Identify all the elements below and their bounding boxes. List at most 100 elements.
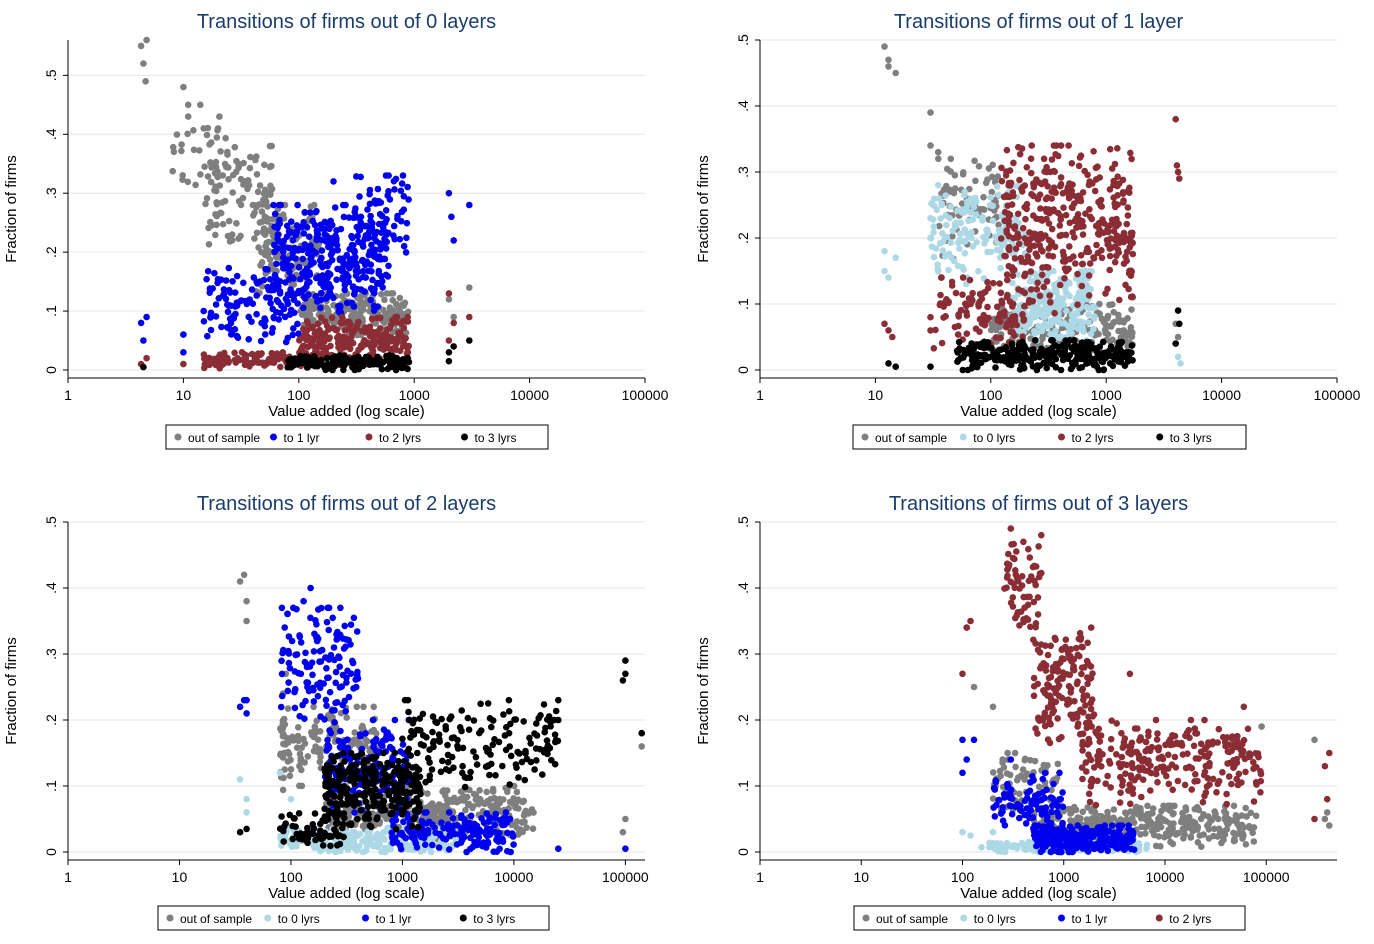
data-point [448,213,455,221]
data-point [892,254,899,262]
data-point [1035,783,1043,791]
data-point [227,331,235,338]
data-point [1118,338,1126,346]
data-point [464,801,472,809]
data-point [960,169,967,176]
data-point [382,245,390,252]
data-point [400,206,408,213]
data-point [350,307,358,315]
data-point [419,710,427,718]
data-point [350,259,357,267]
data-point [381,319,388,327]
data-point [1074,211,1082,218]
data-point [373,815,381,823]
data-point [386,324,394,332]
data-point [280,248,287,256]
legend-marker [959,433,967,441]
data-point [402,845,410,852]
data-point [169,143,177,151]
data-point [1113,252,1120,260]
data-point [179,176,186,183]
data-point [486,771,493,779]
data-point [401,299,409,307]
data-point [379,737,387,745]
data-point [934,261,941,269]
data-point [261,315,268,322]
data-point [1124,204,1132,211]
data-point [1102,290,1109,297]
data-point [363,258,371,266]
data-point [461,783,469,791]
data-point [1059,190,1067,197]
data-point [1050,142,1058,149]
data-point [317,304,324,312]
data-point [251,235,258,242]
data-point [213,199,220,206]
data-point [287,262,295,270]
data-point [622,670,629,678]
data-point [341,352,348,360]
data-point [430,738,438,745]
data-point [531,730,538,737]
legend-label: to 0 lyrs [278,912,320,926]
data-point [261,161,268,169]
data-point [349,234,356,242]
data-point [364,206,371,213]
legend-marker [1058,433,1065,441]
data-point [259,201,266,208]
data-point [972,177,979,185]
x-tick-label: 10 [172,869,188,885]
data-point [440,824,447,832]
data-point [531,766,538,773]
legend-label: to 2 lyrs [1072,431,1114,445]
data-point [420,834,428,842]
data-point [251,209,258,217]
data-point [365,766,372,774]
data-point [466,819,473,827]
data-point [957,306,965,314]
x-tick-label: 100 [951,869,975,885]
data-point [300,230,308,237]
data-point [393,354,401,362]
data-point [360,703,367,711]
data-point [491,821,499,829]
data-point [399,172,407,179]
data-point [1013,321,1021,329]
data-point [1079,189,1087,196]
data-point [459,762,466,770]
data-point [336,765,344,773]
data-point [1071,342,1079,349]
data-point [1072,260,1079,267]
data-point [360,760,367,767]
data-point [381,255,389,263]
data-point [1055,343,1062,351]
data-point [375,220,383,228]
data-point [280,237,288,245]
data-point [1125,285,1132,293]
data-point [284,687,292,695]
data-point [1016,150,1024,158]
data-point [352,205,359,212]
data-point [266,294,274,302]
data-point [437,814,444,821]
data-point [448,753,456,761]
data-point [1040,155,1048,163]
data-point [289,331,297,339]
data-point [470,717,478,724]
data-point [341,622,349,630]
data-point [426,746,433,753]
data-point [302,830,309,837]
data-point [505,696,513,704]
data-point [397,187,405,195]
series-to-2-lyrs [881,115,1183,352]
legend-marker [861,433,869,441]
data-point [280,838,288,845]
data-point [1027,268,1035,275]
data-point [381,296,388,304]
data-point [369,716,377,724]
data-point [959,206,967,214]
data-point [979,216,986,223]
data-point [1107,343,1115,350]
data-point [256,182,264,189]
data-point [283,222,291,230]
